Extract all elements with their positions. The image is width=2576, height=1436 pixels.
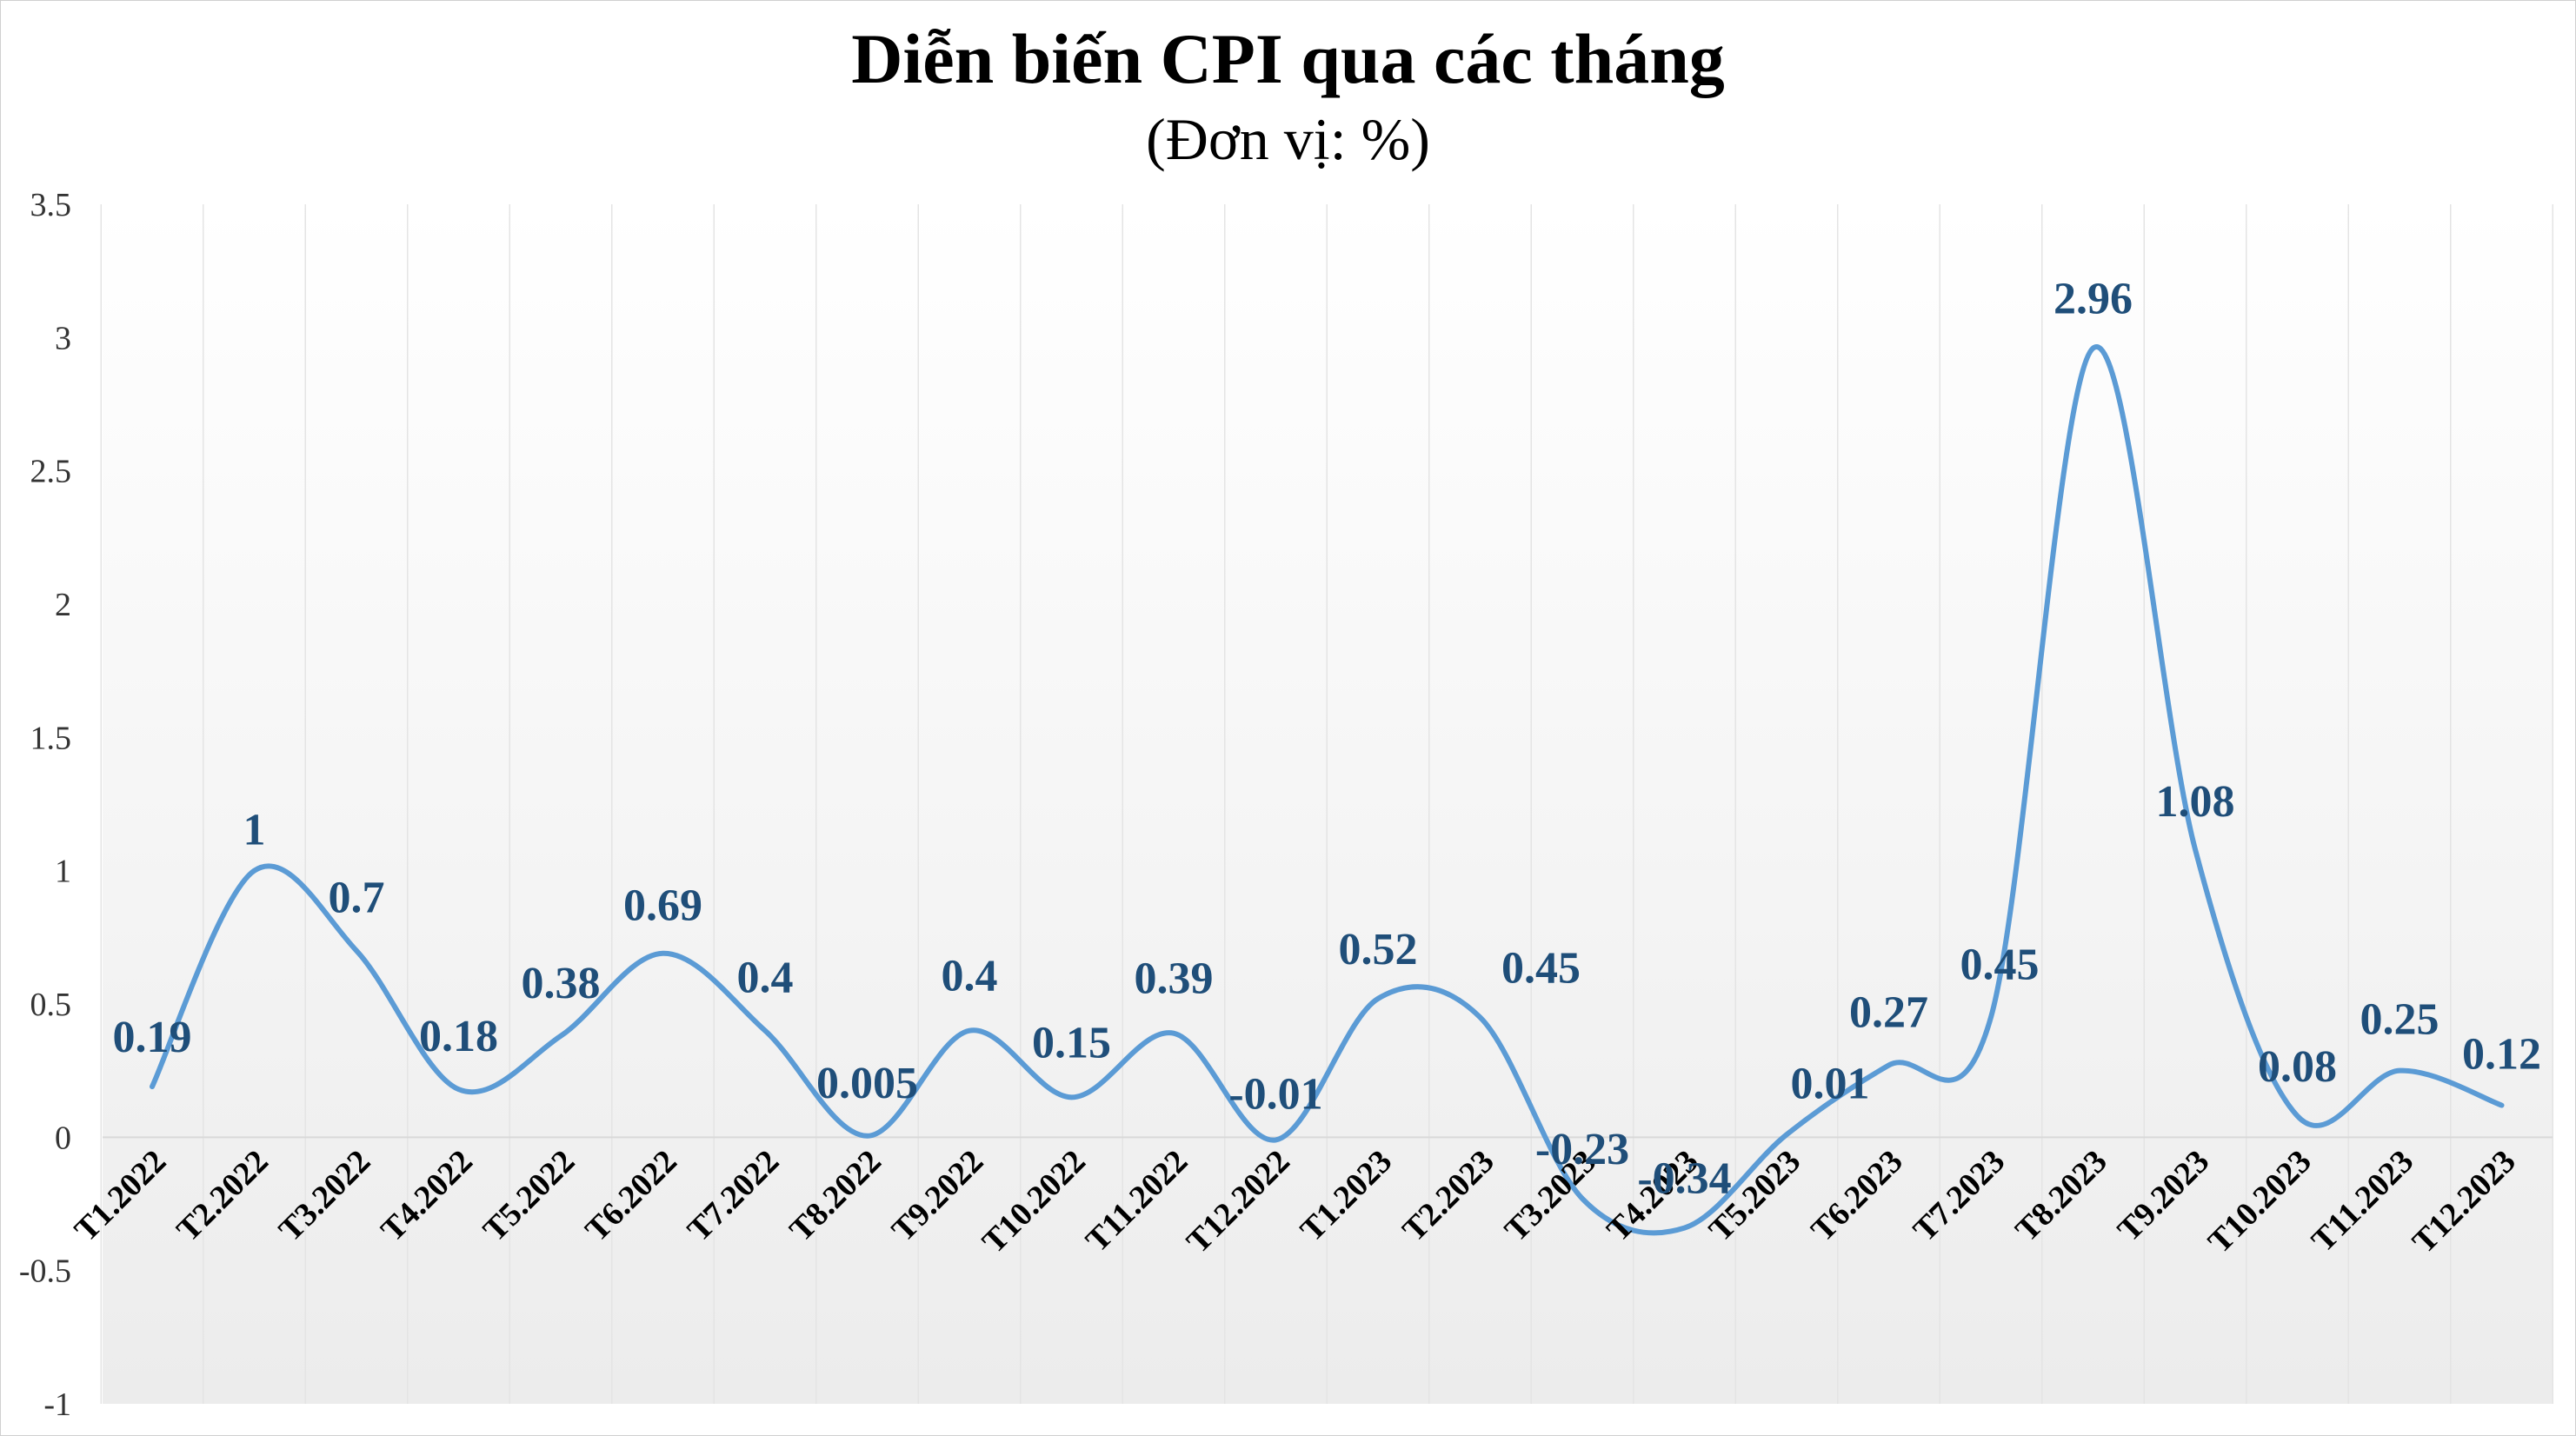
y-tick-label: 2.5 (30, 454, 72, 490)
data-label: 0.19 (113, 1013, 192, 1062)
data-label: 0.39 (1135, 954, 1214, 1004)
chart-subtitle: (Đơn vị: %) (1146, 106, 1430, 172)
data-label: 0.4 (737, 954, 794, 1003)
y-tick-label: 2 (55, 587, 71, 623)
data-label: 0.01 (1791, 1059, 1870, 1108)
data-labels: 0.19 1 0.7 0.18 0.38 0.69 0.4 0.005 0.4 0.15 0.39 -… (113, 275, 2542, 1204)
data-label: 0.15 (1032, 1018, 1111, 1067)
data-label: 0.18 (419, 1012, 498, 1061)
y-tick-label: 0.5 (30, 987, 72, 1023)
data-label: 0.52 (1339, 925, 1418, 974)
data-label: 1.08 (2156, 777, 2235, 827)
data-label: 0.7 (329, 874, 385, 923)
data-label: 0.08 (2258, 1042, 2337, 1092)
y-tick-label: 1 (55, 854, 71, 890)
data-label: 0.005 (816, 1059, 918, 1108)
data-label: -0.34 (1637, 1154, 1731, 1204)
data-label: 0.69 (623, 881, 702, 931)
y-tick-label: -0.5 (19, 1253, 71, 1290)
y-axis: -1 -0.5 0 0.5 1 1.5 2 2.5 3 3.5 (19, 187, 71, 1423)
data-label: 0.45 (1960, 940, 2040, 989)
y-tick-label: 1.5 (30, 720, 72, 756)
data-label: 0.25 (2360, 995, 2440, 1045)
y-tick-label: 0 (55, 1120, 71, 1156)
data-label: -0.23 (1535, 1125, 1629, 1174)
data-label: 0.4 (942, 952, 998, 1001)
data-label: -0.01 (1228, 1069, 1322, 1119)
data-label: 2.96 (2053, 275, 2133, 324)
data-label: 0.38 (522, 959, 601, 1008)
grid-lines (100, 204, 2553, 1404)
data-label: 0.27 (1849, 988, 1928, 1038)
y-tick-label: -1 (43, 1386, 71, 1423)
y-tick-label: 3 (55, 320, 71, 356)
data-label: 0.12 (2462, 1030, 2541, 1080)
chart-title: Diễn biến CPI qua các tháng (851, 19, 1725, 98)
data-label: 1 (243, 806, 266, 855)
data-label: 0.45 (1501, 943, 1581, 993)
y-tick-label: 3.5 (30, 187, 72, 223)
series-line (150, 344, 2505, 1236)
